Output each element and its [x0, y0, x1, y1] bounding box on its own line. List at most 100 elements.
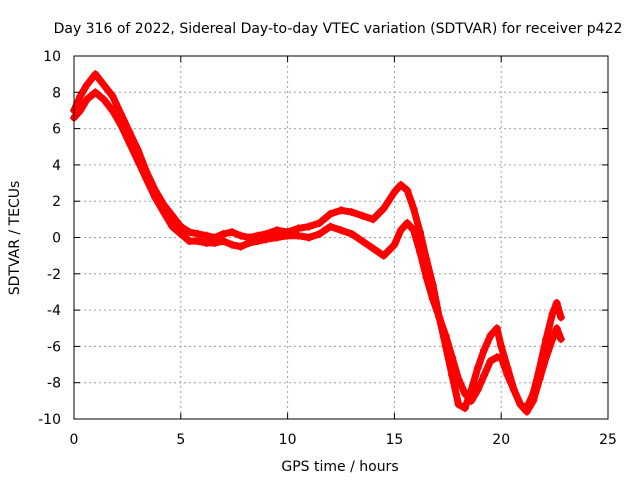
chart-title: Day 316 of 2022, Sidereal Day-to-day VTE…	[54, 21, 623, 37]
y-tick-label: 0	[52, 231, 61, 247]
data-point	[369, 244, 378, 253]
data-point	[548, 335, 557, 344]
data-point	[315, 229, 324, 238]
data-point	[486, 331, 495, 340]
data-point	[557, 335, 566, 344]
data-point	[347, 229, 356, 238]
y-tick-label: -10	[38, 412, 61, 428]
data-point	[480, 371, 489, 380]
data-point	[347, 208, 356, 217]
data-point	[503, 371, 512, 380]
data-point	[253, 237, 262, 246]
data-point	[76, 91, 85, 100]
data-point	[228, 240, 237, 249]
data-point	[185, 237, 194, 246]
data-point	[304, 222, 313, 231]
y-tick-label: 4	[52, 158, 61, 174]
data-point	[236, 231, 245, 240]
data-point	[82, 81, 91, 90]
data-point	[326, 222, 335, 231]
data-point	[272, 233, 281, 242]
y-tick-label: 8	[52, 85, 61, 101]
data-point	[294, 224, 303, 233]
data-point	[460, 404, 469, 413]
data-point	[548, 309, 557, 318]
y-tick-label: 2	[52, 194, 61, 210]
data-point	[202, 238, 211, 247]
data-point	[116, 120, 125, 129]
data-point	[428, 295, 437, 304]
x-axis-label: GPS time / hours	[281, 459, 398, 475]
data-point	[219, 237, 228, 246]
data-point	[522, 407, 531, 416]
data-point	[151, 193, 160, 202]
data-point	[210, 238, 219, 247]
data-point	[337, 226, 345, 235]
data-point	[142, 175, 151, 184]
data-point	[82, 95, 91, 104]
data-point	[510, 385, 519, 394]
x-tick-label: 20	[492, 432, 510, 448]
data-point	[125, 139, 134, 148]
series-line	[70, 70, 565, 412]
data-point	[409, 226, 418, 235]
y-tick-label: -4	[47, 303, 61, 319]
data-point	[91, 70, 100, 79]
data-point	[91, 88, 100, 97]
data-point	[422, 273, 431, 282]
data-point	[467, 396, 476, 405]
data-point	[492, 324, 501, 333]
x-tick-label: 15	[385, 432, 403, 448]
series-line	[70, 88, 565, 416]
data-point	[390, 188, 399, 197]
data-point	[416, 248, 425, 257]
series-track-b	[70, 88, 566, 416]
data-point	[337, 206, 345, 215]
data-point	[245, 238, 254, 247]
data-point	[315, 218, 324, 227]
data-point	[403, 218, 412, 227]
data-point	[473, 385, 482, 394]
data-point	[108, 106, 117, 115]
data-point	[108, 91, 117, 100]
data-point	[409, 204, 418, 213]
x-tick-label: 10	[279, 432, 297, 448]
data-point	[272, 226, 281, 235]
data-point	[193, 229, 202, 238]
grid-lines	[74, 56, 608, 419]
data-point	[304, 233, 313, 242]
data-point	[358, 237, 367, 246]
data-point	[454, 400, 463, 409]
data-point	[193, 237, 202, 246]
data-point	[202, 231, 211, 240]
y-axis-label: SDTVAR / TECUs	[7, 181, 23, 296]
x-tick-label: 0	[70, 432, 79, 448]
data-point	[379, 251, 388, 260]
data-point	[396, 226, 405, 235]
x-tick-label: 25	[599, 432, 617, 448]
data-point	[557, 313, 566, 322]
data-series	[70, 70, 566, 416]
data-point	[168, 222, 177, 231]
data-point	[529, 396, 538, 405]
axes: 0 5 10 15 20 25 -10 -8 -6 -4 -2 0 2 4 6 8 10	[38, 49, 617, 448]
data-point	[358, 211, 367, 220]
data-point	[176, 222, 185, 231]
y-tick-label: -8	[47, 376, 61, 392]
data-point	[262, 235, 271, 244]
data-point	[228, 228, 237, 237]
data-point	[542, 353, 551, 362]
data-point	[396, 180, 405, 189]
data-point	[185, 228, 194, 237]
data-point	[326, 209, 335, 218]
data-point	[552, 298, 561, 307]
data-point	[236, 242, 245, 251]
data-point	[390, 240, 399, 249]
data-point	[99, 95, 108, 104]
data-point	[441, 331, 450, 340]
data-point	[497, 353, 506, 362]
data-point	[480, 346, 489, 355]
data-point	[535, 375, 544, 384]
data-point	[448, 353, 457, 362]
